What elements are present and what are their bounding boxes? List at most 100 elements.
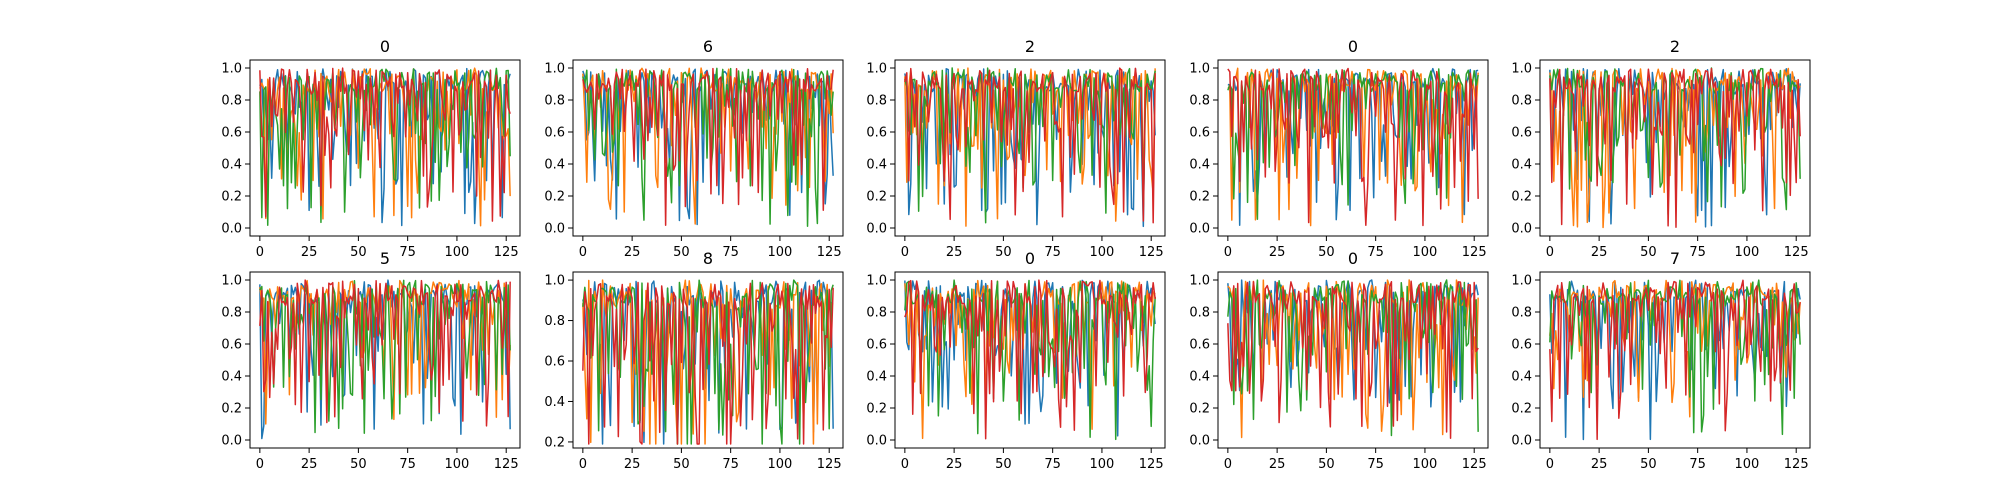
x-tick-label: 100: [445, 245, 470, 260]
y-tick-label: 0.8: [221, 94, 242, 109]
y-tick-label: 0.4: [1189, 370, 1210, 385]
x-tick-label: 0: [256, 457, 264, 472]
y-tick-label: 0.8: [221, 306, 242, 321]
y-tick-label: 1.0: [1511, 274, 1532, 289]
series-line-3: [259, 279, 511, 435]
y-tick-label: 0.4: [1511, 158, 1532, 173]
x-tick-label: 100: [1735, 457, 1760, 472]
x-tick-label: 25: [946, 245, 963, 260]
x-tick-label: 75: [1689, 245, 1706, 260]
axes-frame: [1217, 59, 1489, 237]
x-tick-label: 125: [1139, 245, 1164, 260]
y-tick-label: 0.0: [221, 222, 242, 237]
y-tick-label: 0.6: [1189, 126, 1210, 141]
x-tick-label: 0: [256, 245, 264, 260]
y-tick-label: 1.0: [866, 62, 887, 77]
panel-title: 6: [703, 37, 713, 56]
y-tick-label: 0.8: [544, 314, 565, 329]
x-tick-label: 25: [301, 457, 318, 472]
panel-title: 0: [1348, 249, 1358, 268]
axes-frame: [249, 271, 521, 449]
x-tick-label: 25: [301, 245, 318, 260]
series-line-4: [1227, 280, 1479, 439]
y-tick-label: 0.6: [544, 355, 565, 370]
y-tick-label: 0.2: [1511, 402, 1532, 417]
y-tick-label: 0.6: [1511, 338, 1532, 353]
x-tick-label: 50: [350, 245, 367, 260]
y-tick-label: 0.2: [866, 402, 887, 417]
y-tick-label: 0.8: [1189, 94, 1210, 109]
axes-frame: [249, 59, 521, 237]
y-tick-label: 1.0: [1189, 62, 1210, 77]
y-tick-label: 0.4: [544, 158, 565, 173]
y-tick-label: 0.2: [221, 190, 242, 205]
x-tick-label: 25: [1591, 245, 1608, 260]
series-line-4: [582, 67, 834, 227]
y-tick-label: 0.2: [544, 435, 565, 450]
x-tick-label: 100: [1090, 245, 1115, 260]
axes-frame: [572, 59, 844, 237]
x-tick-label: 100: [445, 457, 470, 472]
series-line-2: [1227, 67, 1479, 227]
y-tick-label: 0.4: [221, 370, 242, 385]
x-tick-label: 0: [901, 457, 909, 472]
y-tick-label: 1.0: [1511, 62, 1532, 77]
x-tick-label: 0: [1546, 457, 1554, 472]
x-tick-label: 75: [722, 245, 739, 260]
series-line-4: [582, 281, 834, 445]
series-line-4: [1549, 67, 1801, 228]
y-tick-label: 1.0: [1189, 274, 1210, 289]
series-line-4: [904, 279, 1156, 440]
panel-title: 5: [380, 249, 390, 268]
x-tick-label: 50: [1640, 245, 1657, 260]
series-line-3: [582, 67, 834, 227]
x-tick-label: 75: [1367, 457, 1384, 472]
y-tick-label: 0.8: [1511, 94, 1532, 109]
x-tick-label: 125: [1784, 457, 1809, 472]
y-tick-label: 0.4: [1189, 158, 1210, 173]
series-line-4: [259, 67, 511, 222]
x-tick-label: 75: [1044, 245, 1061, 260]
x-tick-label: 100: [768, 245, 793, 260]
y-tick-label: 0.0: [1189, 222, 1210, 237]
y-tick-label: 0.8: [1189, 306, 1210, 321]
y-tick-label: 0.6: [1189, 338, 1210, 353]
x-tick-label: 50: [995, 457, 1012, 472]
y-tick-label: 0.0: [221, 434, 242, 449]
x-tick-label: 50: [1318, 457, 1335, 472]
y-tick-label: 0.0: [1511, 434, 1532, 449]
x-tick-label: 125: [494, 245, 519, 260]
x-tick-label: 25: [1269, 457, 1286, 472]
y-tick-label: 0.6: [221, 126, 242, 141]
x-tick-label: 50: [350, 457, 367, 472]
x-tick-label: 125: [1462, 245, 1487, 260]
x-tick-label: 25: [1269, 245, 1286, 260]
x-tick-label: 100: [1090, 457, 1115, 472]
x-tick-label: 25: [624, 457, 641, 472]
y-tick-label: 0.8: [866, 306, 887, 321]
y-tick-label: 0.4: [544, 395, 565, 410]
y-tick-label: 0.2: [1189, 190, 1210, 205]
x-tick-label: 125: [494, 457, 519, 472]
x-tick-label: 50: [1318, 245, 1335, 260]
y-tick-label: 0.0: [1511, 222, 1532, 237]
x-tick-label: 125: [1462, 457, 1487, 472]
y-tick-label: 0.2: [1511, 190, 1532, 205]
panel-title: 0: [380, 37, 390, 56]
y-tick-label: 0.8: [866, 94, 887, 109]
x-tick-label: 0: [1224, 457, 1232, 472]
series-line-4: [259, 279, 511, 427]
x-tick-label: 125: [1139, 457, 1164, 472]
x-tick-label: 0: [1224, 245, 1232, 260]
y-tick-label: 0.4: [221, 158, 242, 173]
panel-title: 2: [1670, 37, 1680, 56]
panel-title: 2: [1025, 37, 1035, 56]
axes-frame: [894, 59, 1166, 237]
series-line-4: [904, 67, 1156, 224]
series-line-4: [1227, 67, 1479, 227]
y-tick-label: 0.6: [866, 338, 887, 353]
x-tick-label: 75: [399, 457, 416, 472]
y-tick-label: 0.2: [866, 190, 887, 205]
x-tick-label: 25: [1591, 457, 1608, 472]
